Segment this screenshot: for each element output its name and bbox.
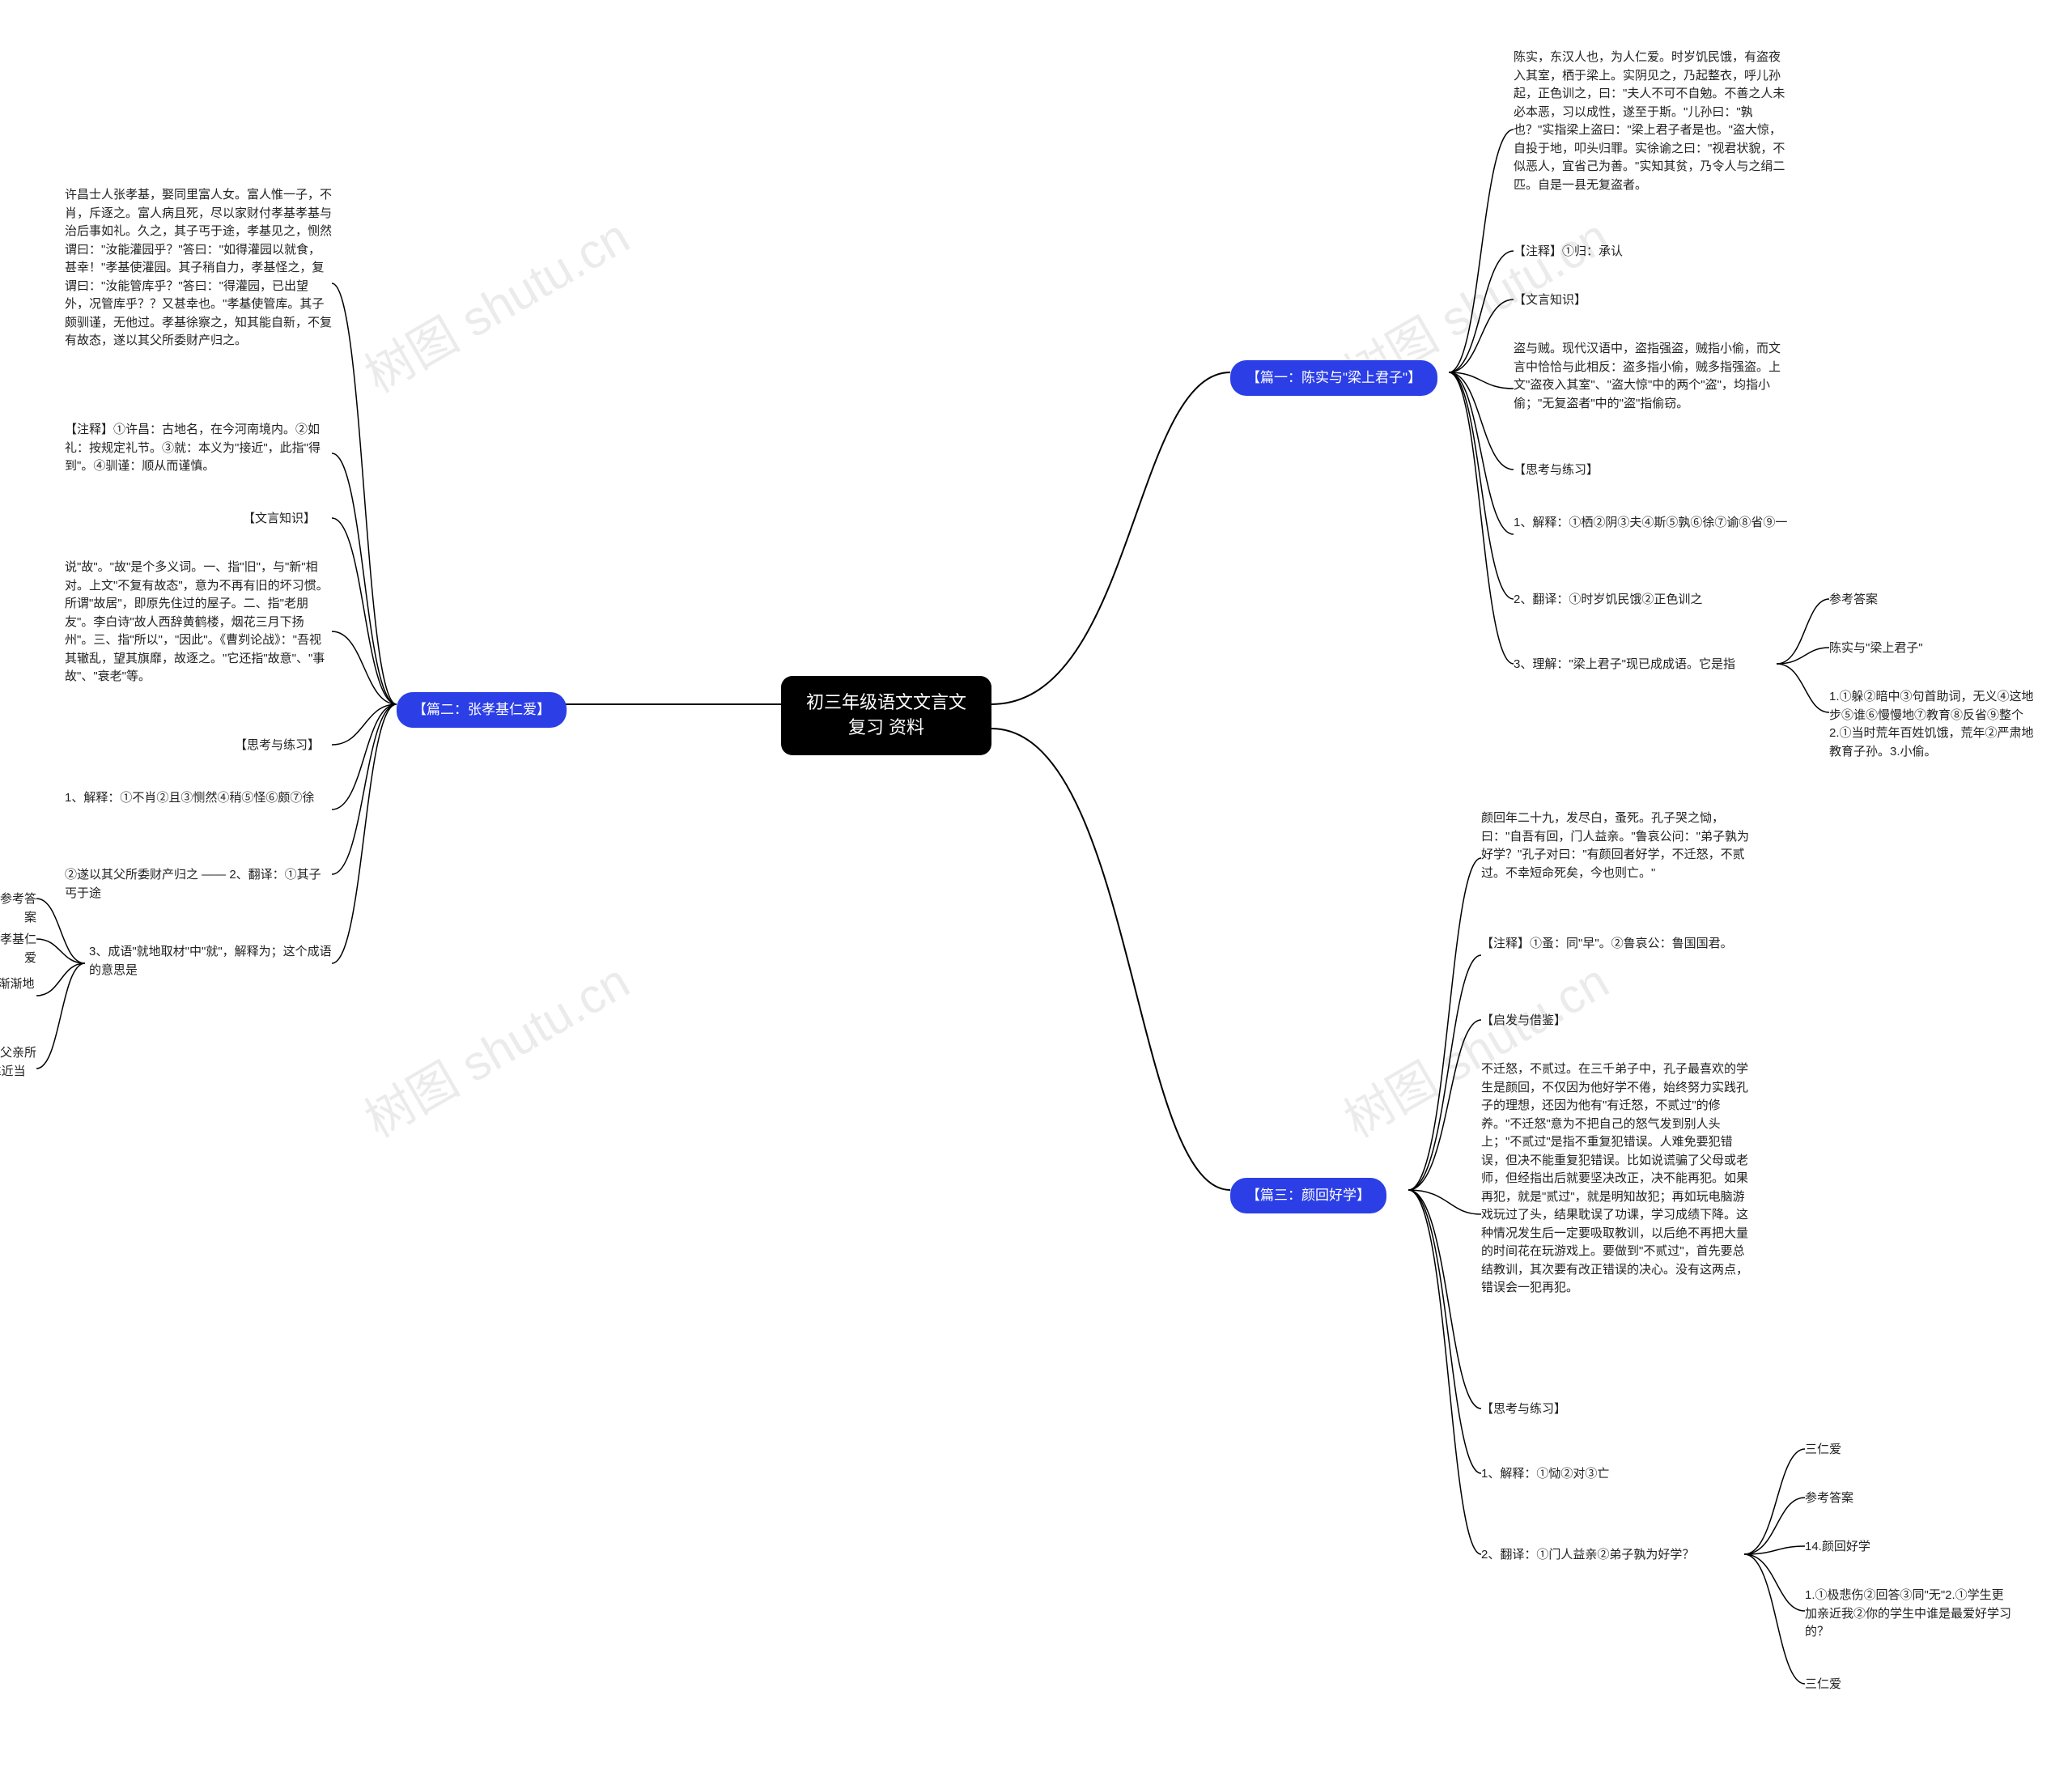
p1-note: 【注释】①归：承认 xyxy=(1514,243,1623,261)
p3-qifa: 不迁怒，不贰过。在三千弟子中，孔子最喜欢的学生是颜回，不仅因为他好学不倦，始终努… xyxy=(1481,1060,1756,1298)
p3-a-sanren: 三仁爱 xyxy=(1805,1441,1841,1460)
p2-q3: 3、成语"就地取材"中"就"，解释为；这个成语的意思是 xyxy=(89,943,332,979)
p3-qifa-heading: 【启发与借鉴】 xyxy=(1481,1012,1566,1030)
p2-ans-heading: 参考答案 xyxy=(0,890,36,927)
topic-3: 【篇三：颜回好学】 xyxy=(1230,1178,1386,1213)
p3-a-title: 14.颜回好学 xyxy=(1805,1538,1870,1557)
p2-ans1: 1.①不成材②将③同情的样子④渐渐地⑤感到奇怪⑥很⑦慢慢地2. xyxy=(0,975,36,1012)
p1-wenyan: 盗与贼。现代汉语中，盗指强盗，贼指小偷，而文言中恰恰与此相反：盗多指小偷，贼多指… xyxy=(1514,340,1789,413)
p1-think-heading: 【思考与练习】 xyxy=(1514,461,1599,480)
p1-ans-heading: 参考答案 xyxy=(1829,591,1878,610)
p1-q3: 3、理解："梁上君子"现已成成语。它是指 xyxy=(1514,656,1735,674)
p3-q1: 1、解释：①恸②对③亡 xyxy=(1481,1465,1609,1484)
topic-1: 【篇一：陈实与"梁上君子"】 xyxy=(1230,360,1437,396)
p2-ans2: ①他的儿子在路上乞食②就把他父亲所委托的财产归还给他。3.靠近;靠近当地获得原材… xyxy=(0,1044,36,1099)
p1-ans: 1.①躲②暗中③句首助词，无义④这地步⑤谁⑥慢慢地⑦教育⑧反省⑨整个2.①当时荒… xyxy=(1829,688,2040,761)
p2-q1: 1、解释：①不肖②且③恻然④稍⑤怪⑥颇⑦徐 xyxy=(65,789,314,808)
topic-2: 【篇二：张孝基仁爱】 xyxy=(397,692,567,728)
p3-a-sanren2: 三仁爱 xyxy=(1805,1676,1841,1694)
p2-note: 【注释】①许昌：古地名，在今河南境内。②如礼：按规定礼节。③就：本义为"接近"，… xyxy=(65,421,332,476)
p3-a-ans: 1.①极悲伤②回答③同"无"2.①学生更加亲近我②你的学生中谁是最爱好学习的？ xyxy=(1805,1587,2015,1642)
p1-passage: 陈实，东汉人也，为人仁爱。时岁饥民饿，有盗夜入其室，栖于梁上。实阴见之，乃起整衣… xyxy=(1514,49,1789,194)
p3-think-heading: 【思考与练习】 xyxy=(1481,1400,1566,1419)
p3-q2: 2、翻译：①门人益亲②弟子孰为好学？ xyxy=(1481,1546,1694,1565)
p1-q1: 1、解释：①栖②阴③夫④斯⑤孰⑥徐⑦谕⑧省⑨一 xyxy=(1514,514,1787,533)
p1-q2: 2、翻译：①时岁饥民饿②正色训之 xyxy=(1514,591,1702,610)
p2-ans-title: 张孝基仁爱 xyxy=(0,931,36,967)
p2-q2: ②遂以其父所委财产归之 —— 2、翻译：①其子丐于途 xyxy=(65,866,332,903)
watermark: 树图 shutu.cn xyxy=(350,943,640,1151)
p2-think-heading: 【思考与练习】 xyxy=(235,737,320,755)
p2-passage: 许昌士人张孝基，娶同里富人女。富人惟一子，不肖，斥逐之。富人病且死，尽以家财付孝… xyxy=(65,186,332,351)
watermark: 树图 shutu.cn xyxy=(350,198,640,406)
p2-wenyan: 说"故"。"故"是个多义词。一、指"旧"，与"新"相对。上文"不复有故态"，意为… xyxy=(65,559,332,686)
root-node: 初三年级语文文言文复习 资料 xyxy=(781,676,991,755)
p3-note: 【注释】①蚤：同"早"。②鲁哀公：鲁国国君。 xyxy=(1481,935,1733,954)
p1-ans-title: 陈实与"梁上君子" xyxy=(1829,640,1923,658)
p3-passage: 颜回年二十九，发尽白，蚤死。孔子哭之恸，曰："自吾有回，门人益亲。"鲁哀公问："… xyxy=(1481,810,1756,882)
p1-wenyan-heading: 【文言知识】 xyxy=(1514,291,1586,310)
p2-wenyan-heading: 【文言知识】 xyxy=(243,510,316,529)
p3-a-heading: 参考答案 xyxy=(1805,1489,1853,1508)
